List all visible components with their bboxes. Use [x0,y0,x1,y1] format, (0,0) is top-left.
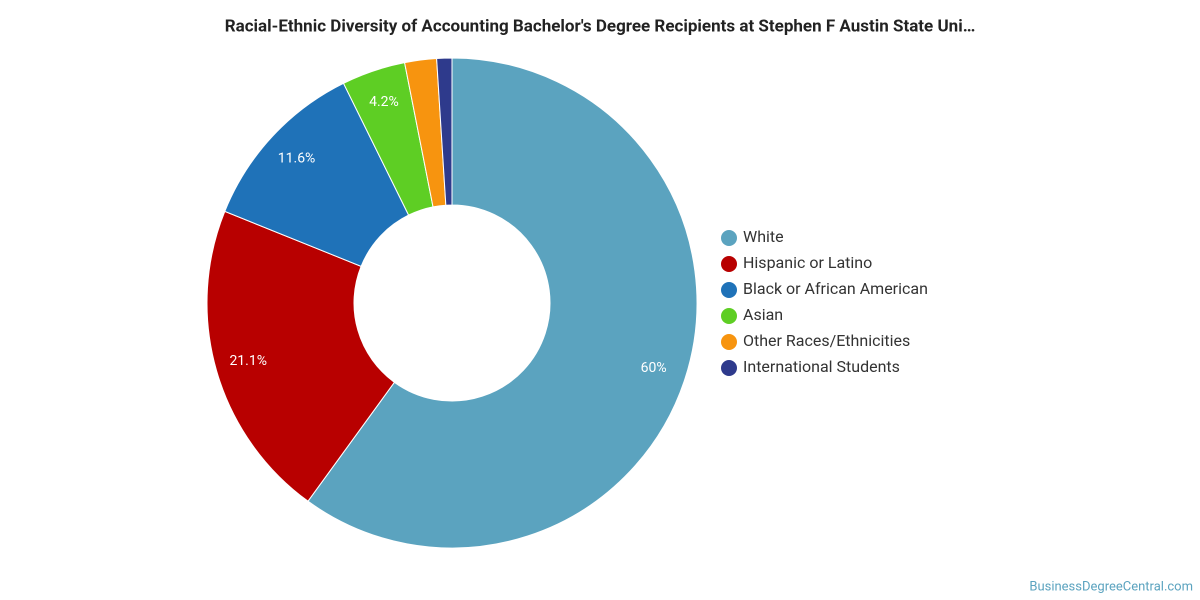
legend-marker [721,282,737,298]
slice [206,210,396,502]
chart-title: Racial-Ethnic Diversity of Accounting Ba… [225,16,976,36]
slice [224,82,410,268]
legend-label: Hispanic or Latino [743,253,872,272]
slice [436,57,453,206]
legend-label: Black or African American [743,279,928,298]
legend-label: Other Races/Ethnicities [743,331,910,350]
legend-marker [721,308,737,324]
legend-label: White [743,227,784,246]
legend-marker [721,256,737,272]
legend-marker [721,230,737,246]
legend-marker [721,360,737,376]
legend-label: International Students [743,357,900,376]
data-label: 4.2% [369,94,399,110]
data-label: 60% [641,360,667,376]
source: BusinessDegreeCentral.com [1029,579,1193,594]
data-label: 11.6% [278,151,316,167]
legend-label: Asian [743,305,783,324]
legend-marker [721,334,737,350]
slice [307,57,698,549]
data-label: 21.1% [229,353,267,369]
